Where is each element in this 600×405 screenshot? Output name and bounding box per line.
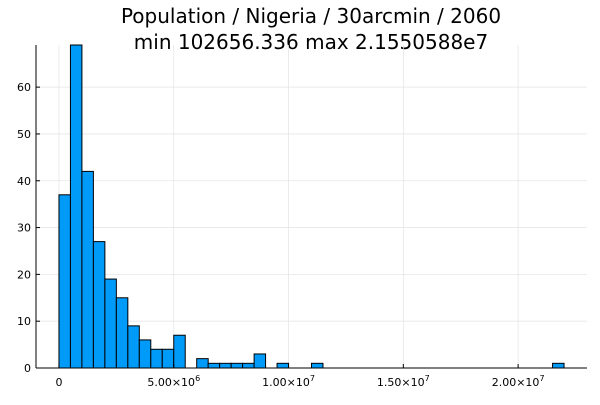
histogram-bar bbox=[127, 325, 140, 369]
histogram-bar bbox=[138, 339, 152, 369]
histogram-bar bbox=[253, 353, 267, 369]
histogram-bar bbox=[58, 194, 71, 369]
y-tick-label: 30 bbox=[17, 222, 31, 235]
x-tick-label: 1.50×107 bbox=[377, 374, 430, 389]
x-tick-exponent: 7 bbox=[539, 374, 544, 383]
histogram-bar bbox=[173, 334, 186, 369]
y-tick-label: 60 bbox=[17, 81, 31, 94]
y-tick-label: 10 bbox=[17, 315, 31, 328]
histogram-bar bbox=[311, 362, 324, 369]
histogram-bar bbox=[69, 44, 83, 369]
y-tick-label: 20 bbox=[17, 268, 31, 281]
histogram-bar bbox=[104, 278, 117, 369]
y-tick-label: 40 bbox=[17, 175, 31, 188]
histogram-bar bbox=[207, 362, 221, 369]
x-tick-exponent: 7 bbox=[425, 374, 430, 383]
x-tick-exponent: 7 bbox=[310, 374, 315, 383]
histogram-bar bbox=[81, 170, 94, 369]
chart-subtitle: min 102656.336 max 2.1550588e7 bbox=[134, 30, 488, 54]
histogram-bar bbox=[196, 358, 209, 369]
chart-title: Population / Nigeria / 30arcmin / 2060 bbox=[121, 4, 501, 28]
y-tick-label: 50 bbox=[17, 128, 31, 141]
histogram-bar bbox=[276, 362, 290, 369]
x-tick-exponent: 6 bbox=[195, 374, 200, 383]
histogram-bar bbox=[161, 348, 175, 369]
x-tick-label: 5.00×106 bbox=[147, 374, 200, 389]
axes-layer bbox=[35, 45, 587, 369]
histogram-bar bbox=[219, 362, 232, 369]
histogram-bar bbox=[150, 348, 163, 369]
bars-layer bbox=[58, 44, 565, 369]
histogram-bar bbox=[115, 297, 129, 369]
histogram-bar bbox=[230, 362, 244, 369]
x-tick-label: 2.00×107 bbox=[492, 374, 545, 389]
ticks-layer: 0 10 20 30 40 50 60 0 5.00×106 1.00×107 1.50×107 2.… bbox=[17, 81, 545, 389]
y-tick-label: 0 bbox=[24, 362, 31, 375]
histogram-bar bbox=[552, 362, 565, 369]
histogram-bar bbox=[92, 241, 106, 369]
histogram-bar bbox=[242, 362, 255, 369]
x-tick-label: 1.00×107 bbox=[262, 374, 315, 389]
x-tick-label: 0 bbox=[55, 376, 62, 389]
